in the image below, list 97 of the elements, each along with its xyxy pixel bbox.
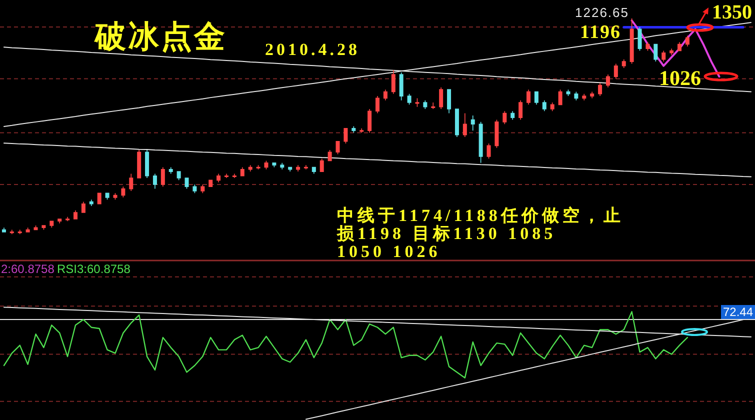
chart-title: 破冰点金: [94, 19, 227, 54]
annotation: 72.44: [723, 305, 754, 319]
candlestick: [582, 93, 586, 101]
candlestick: [240, 166, 244, 176]
candlestick: [638, 26, 642, 52]
candlestick: [462, 112, 467, 138]
candlestick: [137, 150, 142, 178]
candlestick: [478, 122, 483, 164]
candlestick: [296, 164, 300, 172]
candlestick: [376, 96, 380, 114]
candlestick: [224, 173, 228, 178]
candlestick: [113, 192, 118, 200]
candlestick: [288, 166, 292, 172]
candlestick: [74, 210, 78, 220]
candlestick: [630, 18, 634, 64]
candlestick: [574, 91, 578, 101]
annotation: 中线于1174/1188任价做空，止损1198 目标1130 1085 1050 1026: [336, 206, 624, 261]
candlestick: [42, 225, 46, 230]
candlestick: [415, 98, 420, 108]
candlestick: [129, 173, 134, 192]
candlestick: [542, 100, 546, 112]
candlestick: [184, 178, 189, 190]
candlestick: [145, 150, 150, 178]
candlestick: [18, 229, 22, 234]
candlestick: [192, 184, 197, 194]
candlestick: [566, 89, 570, 96]
candlestick: [360, 128, 364, 134]
candlestick: [662, 50, 666, 62]
candlestick: [678, 42, 682, 52]
candlestick: [256, 164, 260, 170]
candlestick: [622, 58, 626, 68]
candlestick: [439, 87, 444, 110]
candlestick: [208, 180, 213, 188]
candlestick: [654, 44, 658, 62]
candlestick: [399, 72, 404, 101]
candlestick: [152, 173, 157, 190]
annotation: 2010.4.28: [265, 40, 360, 59]
candlestick: [81, 201, 86, 213]
candlestick: [50, 220, 54, 228]
candlestick: [34, 225, 38, 230]
candlestick: [121, 186, 126, 198]
candlestick: [526, 89, 530, 106]
candlestick: [232, 173, 236, 178]
candlestick: [368, 108, 372, 134]
candlestick: [336, 140, 340, 155]
candlestick: [200, 184, 205, 194]
text: 2:60.8758: [1, 262, 55, 276]
candlestick: [391, 70, 396, 94]
candlestick: [328, 150, 332, 162]
candlestick: [558, 89, 562, 106]
candlestick: [344, 128, 348, 144]
candlestick: [550, 102, 554, 112]
candlestick: [168, 166, 173, 174]
candlestick: [685, 35, 690, 47]
candlestick: [510, 110, 515, 120]
candlestick: [606, 74, 610, 88]
candlestick: [160, 166, 165, 188]
candlestick: [105, 192, 110, 200]
candlestick: [470, 115, 475, 131]
annotation: 1196: [580, 22, 621, 43]
candlestick: [320, 158, 324, 172]
annotation: 1226.65: [575, 5, 629, 20]
candlestick: [312, 166, 316, 174]
candlestick: [518, 100, 523, 120]
candlestick: [590, 91, 594, 99]
candlestick: [646, 42, 650, 52]
candlestick: [670, 48, 674, 56]
candlestick: [2, 227, 6, 232]
candlestick: [26, 227, 30, 232]
candlestick: [176, 171, 181, 181]
candlestick: [248, 164, 252, 172]
candlestick: [614, 63, 618, 80]
annotation: 1026: [659, 66, 701, 90]
candlestick: [502, 110, 507, 124]
candlestick: [89, 199, 94, 206]
candlestick: [280, 162, 284, 170]
candlestick: [352, 126, 356, 134]
candlestick: [304, 164, 308, 170]
candlestick: [66, 216, 70, 222]
candlestick: [216, 173, 221, 183]
candlestick: [97, 192, 102, 204]
candlestick: [264, 160, 268, 170]
candlestick: [598, 82, 602, 96]
candlestick: [423, 100, 428, 110]
candlestick: [447, 89, 452, 114]
candlestick: [486, 143, 491, 160]
annotation: 1350: [712, 2, 752, 24]
candlestick: [10, 229, 14, 234]
candlestick: [272, 162, 276, 168]
candlestick: [494, 119, 499, 148]
candlestick: [383, 89, 388, 101]
candlestick: [407, 93, 412, 106]
candlestick: [431, 102, 436, 110]
text: RSI3:60.8758: [57, 262, 131, 276]
candlestick: [58, 218, 62, 224]
candlestick: [534, 91, 538, 106]
candlestick: [454, 108, 459, 138]
